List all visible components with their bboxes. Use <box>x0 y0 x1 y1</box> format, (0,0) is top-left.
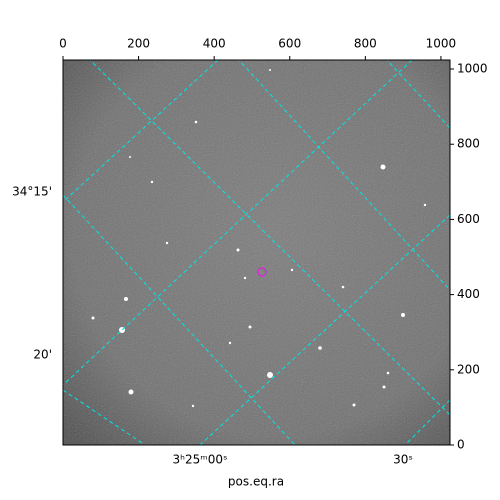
x-tick-label: 1000 <box>426 37 457 51</box>
x-tick-label: 800 <box>354 37 377 51</box>
y-tick-label: 200 <box>457 362 480 376</box>
sky-image <box>63 60 450 445</box>
dec-tick-label: 34°15' <box>12 185 52 199</box>
ra-tick-label: 3ʰ25ᵐ00ˢ <box>173 453 228 467</box>
y-tick-label: 800 <box>457 137 480 151</box>
x-tick-label: 600 <box>278 37 301 51</box>
y-tick-label: 0 <box>457 438 465 452</box>
y-tick-label: 600 <box>457 212 480 226</box>
ra-tick-label: 30ˢ <box>393 453 413 467</box>
y-tick-label: 1000 <box>457 62 488 76</box>
dec-tick-label: 20' <box>33 348 52 362</box>
coordinate-grid <box>63 60 450 445</box>
axes-frame <box>62 59 451 446</box>
y-tick-label: 400 <box>457 287 480 301</box>
x-tick-label: 200 <box>127 37 150 51</box>
x-tick-label: 0 <box>59 37 67 51</box>
x-tick-label: 400 <box>203 37 226 51</box>
x-axis-label: pos.eq.ra <box>228 475 284 489</box>
